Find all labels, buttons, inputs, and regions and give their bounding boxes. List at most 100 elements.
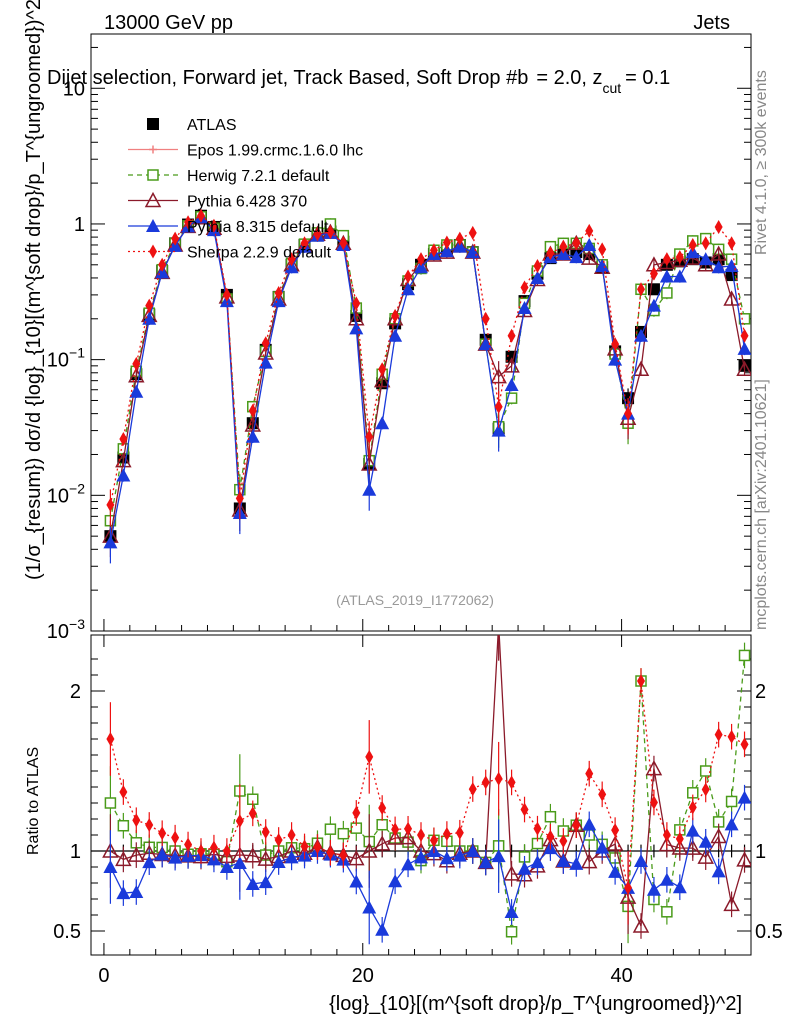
sherpa-ratio-point	[352, 805, 361, 820]
pythia6-ratio-point	[580, 853, 598, 869]
herwig-point	[661, 287, 673, 299]
y-tick-label-main: 10−3	[47, 616, 85, 643]
sherpa-point	[261, 336, 270, 351]
sherpa-ratio-point	[404, 821, 413, 836]
pythia8-ratio-point	[155, 847, 170, 861]
herwig-ratio-point	[661, 906, 673, 918]
pythia8-ratio-point	[452, 848, 467, 862]
pythia8-ratio-point	[595, 840, 610, 854]
pythia6-ratio-point	[736, 851, 751, 867]
y-tick-label-ratio: 2	[70, 681, 81, 703]
header-right-label: Jets	[693, 12, 730, 34]
pythia8-point	[439, 244, 454, 258]
series-sherpa-ratio	[106, 668, 749, 925]
pythia6-point	[360, 455, 378, 471]
pythia6-ratio-point	[710, 827, 727, 844]
pythia6-point	[658, 253, 676, 270]
y-axis-label-ratio: Ratio to ATLAS	[25, 747, 42, 855]
sherpa-ratio-point	[261, 825, 270, 840]
main-plot-frame	[90, 33, 752, 632]
pythia8-point	[388, 328, 403, 342]
pythia6-ratio-point	[658, 836, 676, 852]
pythia8-point	[129, 384, 144, 398]
legend-label-sherpa: Sherpa 2.2.9 default	[187, 245, 332, 262]
pythia8-point	[569, 250, 584, 264]
pythia8-ratio-point	[465, 844, 480, 857]
pythia6-ratio-point	[503, 865, 520, 881]
sherpa-ratio-point	[158, 826, 167, 841]
pythia6-ratio-point	[697, 848, 714, 864]
pythia8-ratio-point	[401, 857, 416, 871]
pythia8-ratio-point	[711, 864, 726, 878]
pythia8-ratio-point	[232, 856, 247, 869]
plot-title-end: = 0.1	[625, 67, 670, 89]
pythia6-ratio-line	[110, 635, 746, 927]
y-axis-label-main: (1/σ_{resum}) dσ/d {log}_{10}[(m^{soft d…	[23, 0, 45, 580]
sherpa-ratio-point	[300, 839, 309, 854]
sherpa-ratio-point	[326, 845, 335, 860]
pythia8-ratio-point	[504, 904, 519, 918]
pythia8-ratio-point	[672, 880, 687, 894]
herwig-ratio-point	[738, 649, 751, 662]
x-tick-label: 0	[98, 965, 109, 987]
pythia6-point	[632, 360, 650, 376]
sherpa-point	[455, 231, 464, 246]
sherpa-point	[520, 280, 529, 295]
pythia8-point	[595, 258, 610, 272]
pythia8-ratio-point	[569, 856, 584, 870]
sherpa-ratio-point	[391, 822, 400, 837]
pythia8-ratio-point	[724, 817, 739, 831]
sherpa-ratio-point	[598, 787, 607, 802]
pythia6-point	[710, 245, 727, 261]
pythia8-ratio-point	[646, 882, 661, 896]
pythia8-point	[375, 416, 390, 430]
pythia6-ratio-point	[606, 835, 624, 851]
sherpa-point	[481, 311, 490, 326]
sherpa-point	[132, 356, 141, 371]
legend-label-epos: Epos 1.99.crmc.1.6.0 lhc	[187, 143, 363, 160]
sherpa-point	[714, 219, 723, 234]
sherpa-ratio-point	[688, 800, 697, 815]
pythia8-ratio-point	[582, 817, 597, 831]
pythia6-ratio-point	[360, 842, 378, 858]
sherpa-ratio-point	[727, 729, 736, 744]
pythia6-ratio-point	[115, 850, 132, 867]
sherpa-ratio-point	[442, 827, 451, 842]
pythia8-point	[401, 282, 416, 296]
sherpa-ratio-point	[429, 833, 438, 848]
pythia6-point	[386, 310, 404, 326]
y-tick-label-ratio-right: 0.5	[755, 921, 783, 943]
sherpa-ratio-point	[520, 802, 529, 817]
pythia8-point	[362, 482, 377, 496]
pythia6-ratio-point	[671, 839, 689, 855]
sherpa-point	[546, 246, 555, 261]
y-tick-base: 10	[47, 485, 69, 507]
sherpa-point	[429, 243, 438, 258]
pythia8-point	[582, 237, 597, 251]
sherpa-ratio-point	[701, 782, 710, 797]
sherpa-point	[675, 250, 684, 265]
pythia6-ratio-point	[723, 895, 740, 912]
pythia8-point	[491, 423, 506, 437]
pythia8-point	[672, 269, 687, 283]
pythia6-ratio-point	[386, 829, 404, 845]
sherpa-point	[222, 287, 231, 302]
sherpa-ratio-point	[365, 749, 374, 764]
sherpa-point	[326, 225, 335, 240]
sherpa-point	[740, 328, 749, 343]
pythia8-point	[698, 252, 713, 266]
sherpa-point	[209, 218, 218, 233]
sherpa-point	[507, 328, 516, 343]
sherpa-ratio-point	[637, 674, 645, 688]
atlas-point	[725, 269, 738, 282]
series-sherpa-main	[106, 208, 749, 526]
legend-marker-pythia6	[144, 191, 162, 208]
sherpa-point	[572, 236, 581, 251]
y-tick-label-main: 1	[74, 214, 85, 236]
sherpa-ratio-point	[145, 817, 154, 832]
pythia6-ratio-point	[492, 617, 506, 630]
sherpa-point	[404, 269, 413, 284]
sherpa-ratio-point	[494, 771, 503, 786]
sherpa-point	[300, 236, 309, 251]
sherpa-ratio-point	[649, 795, 658, 810]
